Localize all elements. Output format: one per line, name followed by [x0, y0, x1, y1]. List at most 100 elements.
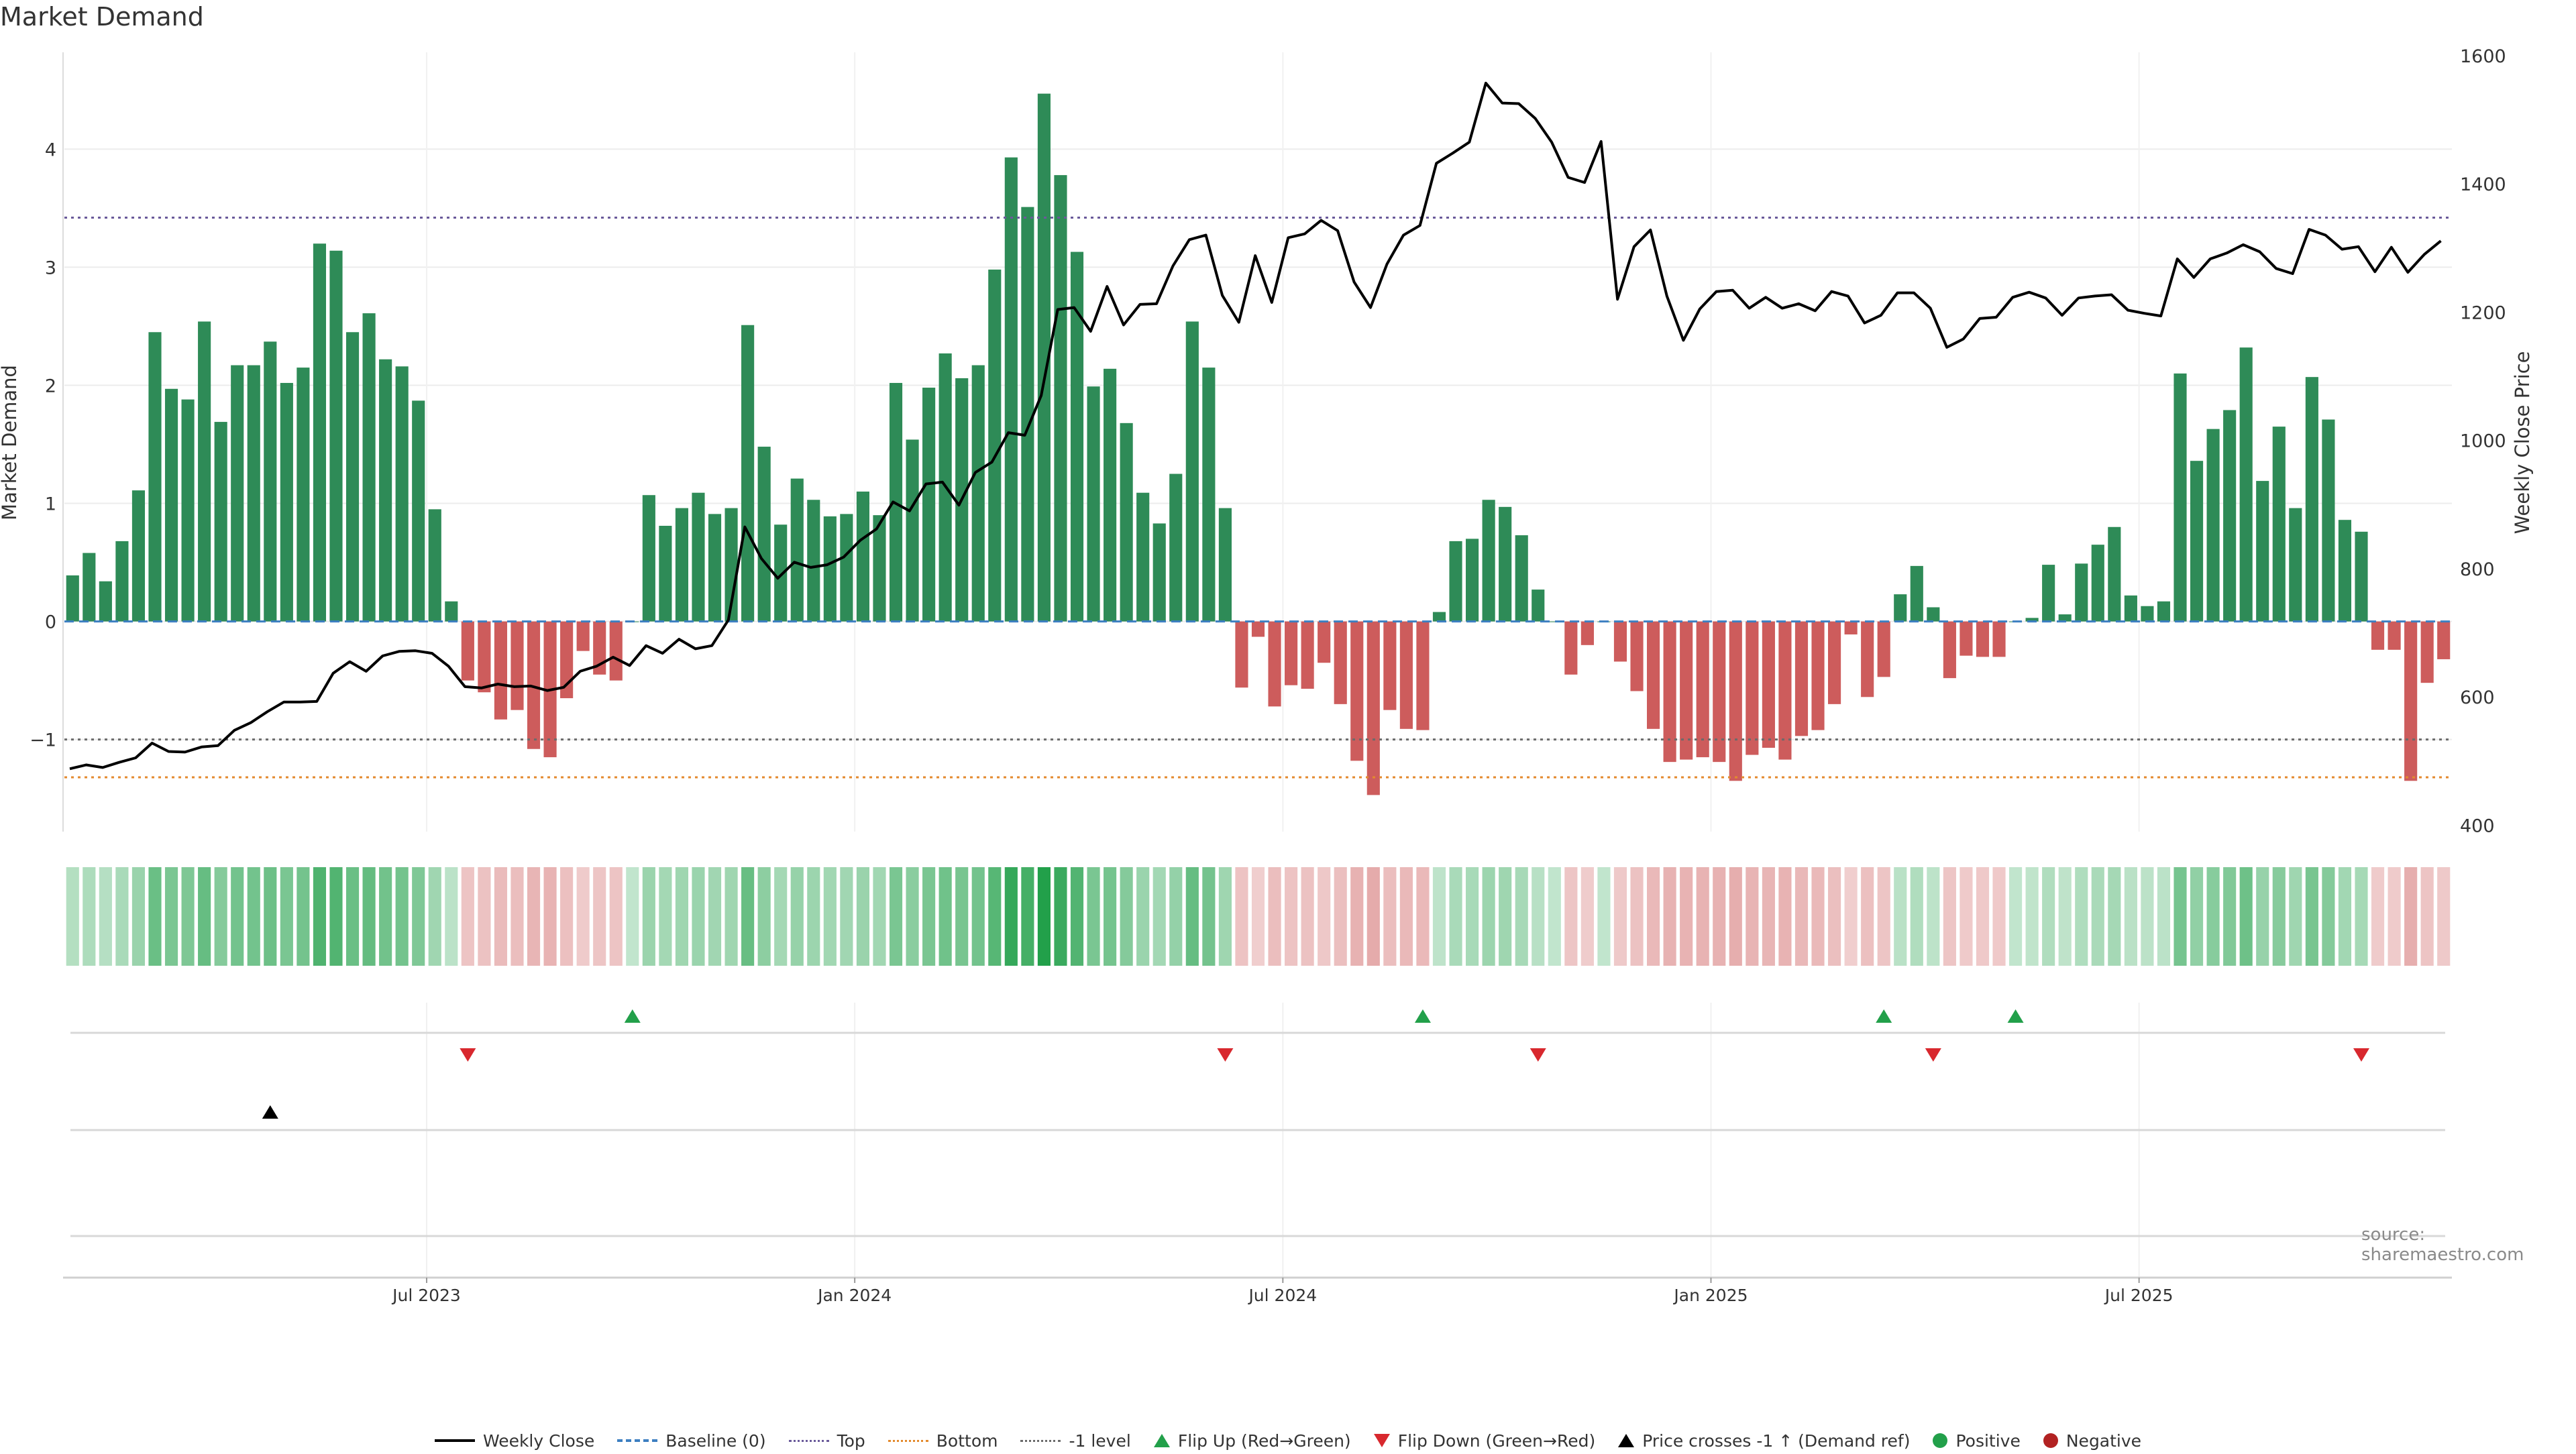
legend: Weekly Close Baseline (0) Top Bottom -1 …	[0, 1427, 2576, 1454]
heat-cell	[148, 867, 162, 966]
y-tick-label: 2	[45, 376, 56, 396]
heat-cell	[840, 867, 853, 966]
heat-cell	[724, 867, 738, 966]
demand-bar	[1762, 621, 1775, 748]
legend-item-flip-up: Flip Up (Red→Green)	[1153, 1431, 1351, 1451]
legend-item-bottom: Bottom	[888, 1431, 998, 1451]
heat-cell	[214, 867, 227, 966]
demand-bar	[2256, 481, 2269, 622]
flip-down-marker	[2353, 1048, 2370, 1062]
heat-cell	[2437, 867, 2451, 966]
heat-cell	[543, 867, 557, 966]
y2-tick-label: 1200	[2460, 302, 2506, 323]
demand-bar	[1894, 594, 1907, 622]
demand-bar	[1564, 621, 1578, 675]
demand-bar	[1334, 621, 1347, 704]
demand-bar	[1992, 621, 2006, 657]
heat-cell	[2404, 867, 2418, 966]
heat-cell	[2239, 867, 2253, 966]
weekly-close-swatch	[434, 1439, 475, 1442]
demand-bar	[560, 621, 574, 699]
demand-bar	[2387, 621, 2401, 650]
y2-tick-label: 600	[2460, 687, 2495, 708]
heat-cell	[889, 867, 903, 966]
demand-bar	[2025, 618, 2039, 622]
demand-bar	[2206, 429, 2220, 622]
chart-title: Market Demand	[0, 2, 204, 32]
demand-bar	[1713, 621, 1726, 763]
source-note: source: sharemaestro.com	[2361, 1225, 2524, 1265]
flip-down-marker	[1925, 1048, 1941, 1062]
demand-bar	[1647, 621, 1660, 729]
heat-cell	[164, 867, 178, 966]
heat-cell	[609, 867, 623, 966]
axes: −1 0 1 2 3 4 400 600 800 1000 1200 1400 1600	[30, 46, 2506, 837]
demand-bar	[1021, 207, 1034, 622]
heat-cell	[1449, 867, 1462, 966]
heat-cell	[1334, 867, 1347, 966]
triangle-up-black-icon	[1618, 1434, 1635, 1447]
demand-bar	[2190, 461, 2204, 622]
demand-bar	[692, 492, 705, 622]
demand-bar	[1120, 423, 1133, 622]
demand-bar	[790, 478, 804, 622]
heat-cell	[1120, 867, 1133, 966]
demand-bar	[1383, 621, 1397, 710]
heat-cell	[1647, 867, 1660, 966]
heat-cell	[1235, 867, 1248, 966]
demand-bar	[1285, 621, 1298, 685]
demand-bar	[478, 621, 491, 693]
demand-bar	[1136, 492, 1150, 622]
heat-cell	[1432, 867, 1446, 966]
heat-cell	[642, 867, 655, 966]
demand-bar	[428, 509, 441, 622]
demand-heatmap-strip	[66, 867, 2451, 966]
heat-cell	[971, 867, 985, 966]
demand-bar	[115, 541, 129, 622]
heat-cell	[1482, 867, 1495, 966]
heat-cell	[1285, 867, 1298, 966]
heat-cell	[2322, 867, 2335, 966]
price-cross-marker	[262, 1105, 278, 1119]
heat-cell	[1366, 867, 1380, 966]
demand-bar	[461, 621, 474, 681]
demand-bar	[1004, 157, 1018, 622]
demand-bar	[1910, 565, 1923, 622]
demand-bars	[66, 93, 2451, 795]
triangle-down-icon	[1373, 1434, 1390, 1447]
demand-bar	[642, 495, 655, 622]
heat-cell	[1746, 867, 1759, 966]
demand-bar	[1680, 621, 1693, 760]
heat-cell	[1202, 867, 1216, 966]
demand-bar	[345, 332, 360, 622]
heat-cell	[2157, 867, 2171, 966]
price-line-group	[69, 81, 2442, 771]
heat-cell	[2091, 867, 2104, 966]
demand-bar	[2174, 373, 2187, 622]
demand-bar	[2075, 563, 2088, 622]
demand-bar	[1104, 368, 1117, 622]
demand-bar	[1794, 621, 1809, 736]
legend-item-positive: Positive	[1933, 1431, 2021, 1451]
legend-label: Negative	[2065, 1431, 2142, 1451]
demand-bar	[395, 366, 409, 622]
legend-item-minus-one: -1 level	[1020, 1431, 1131, 1451]
signal-panels: Jul 2023 Jan 2024 Jul 2024 Jan 2025 Jul 2025	[63, 1003, 2452, 1305]
demand-bar	[1350, 621, 1364, 761]
heat-cell	[1927, 867, 1940, 966]
demand-bar	[83, 553, 96, 622]
demand-bar	[445, 601, 458, 622]
heat-cell	[1350, 867, 1364, 966]
legend-item-negative: Negative	[2043, 1431, 2141, 1451]
heat-cell	[345, 867, 360, 966]
demand-bar	[1054, 175, 1067, 622]
demand-bar	[873, 515, 886, 622]
heat-cell	[2289, 867, 2302, 966]
demand-bar	[2042, 565, 2055, 622]
demand-bar	[1532, 590, 1545, 622]
demand-bar	[379, 359, 392, 622]
weekly-close-line	[69, 81, 2442, 771]
heat-cell	[1877, 867, 1890, 966]
heat-cell	[790, 867, 804, 966]
